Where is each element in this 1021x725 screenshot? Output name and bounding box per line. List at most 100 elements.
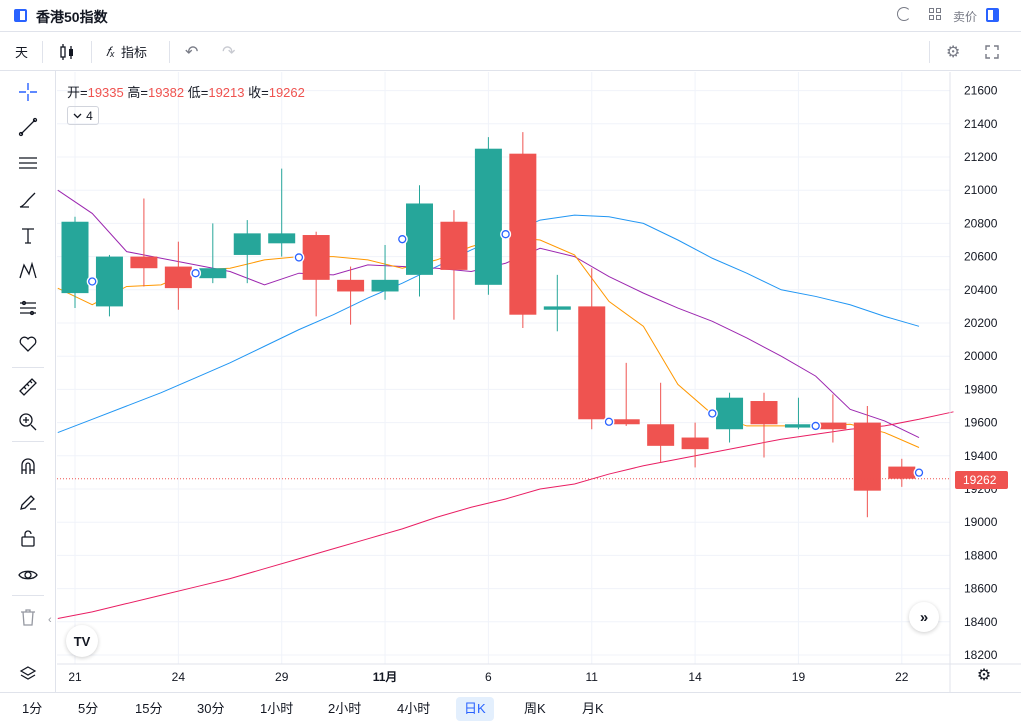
candle-body[interactable] (474, 148, 502, 285)
candle-body[interactable] (130, 256, 158, 269)
undo-icon[interactable]: ↶ (185, 43, 199, 61)
chevron-down-icon (73, 113, 82, 118)
layers-icon[interactable] (18, 665, 38, 685)
open-value: 19335 (87, 85, 124, 100)
y-tick-label: 20600 (964, 250, 998, 264)
last-price-badge: 19262 (955, 471, 1008, 489)
interval-button[interactable]: 天 (15, 45, 29, 60)
fullscreen-icon[interactable] (985, 33, 999, 70)
indicators-button[interactable]: 𝑓ₓ 指标 (106, 33, 147, 70)
candle-body[interactable] (61, 221, 89, 294)
candle-body[interactable] (819, 422, 847, 430)
candle-body[interactable] (337, 279, 365, 292)
unlock-icon[interactable] (16, 526, 40, 550)
candle-body[interactable] (440, 221, 468, 270)
candle-style-icon[interactable] (58, 33, 76, 70)
high-label: 高= (127, 85, 148, 100)
candle-body[interactable] (371, 279, 399, 292)
period-button[interactable]: 月K (582, 701, 604, 716)
ruler-icon[interactable] (16, 375, 40, 399)
candle-body[interactable] (509, 153, 537, 315)
candle-body[interactable] (784, 424, 812, 428)
collapse-toolbar-icon[interactable]: ‹ (48, 614, 52, 626)
candle-body[interactable] (302, 235, 330, 280)
period-button[interactable]: 周K (524, 701, 546, 716)
event-marker-ring (294, 253, 304, 262)
candle-body[interactable] (199, 268, 227, 279)
candle-body[interactable] (647, 424, 675, 446)
y-tick-label: 18800 (964, 548, 998, 562)
period-button[interactable]: 2小时 (328, 701, 362, 716)
ask-price-label[interactable]: 卖价 (953, 10, 978, 24)
scroll-to-realtime-button[interactable]: » (909, 602, 939, 632)
text-tool-icon[interactable] (16, 224, 40, 248)
y-tick-label: 19600 (964, 416, 998, 430)
y-tick-label: 19000 (964, 515, 998, 529)
period-button[interactable]: 4小时 (397, 701, 431, 716)
tradingview-logo[interactable]: TV (66, 625, 98, 657)
period-button[interactable]: 日K (456, 697, 494, 721)
y-tick-label: 21200 (964, 150, 998, 164)
open-label: 开= (67, 85, 88, 100)
toolbar-divider (929, 41, 930, 63)
candle-body[interactable] (268, 233, 296, 244)
measure-lines-icon[interactable] (16, 296, 40, 320)
high-value: 19382 (147, 85, 185, 100)
settings-gear-icon[interactable]: ⚙ (946, 43, 961, 61)
y-tick-label: 19400 (964, 449, 998, 463)
candle-body[interactable] (888, 466, 916, 479)
candle-body[interactable] (164, 266, 192, 289)
candle-body[interactable] (612, 419, 640, 425)
candle-body[interactable] (578, 306, 606, 420)
y-tick-label: 18200 (964, 648, 998, 662)
candle-body[interactable] (716, 397, 744, 430)
axis-settings-icon[interactable]: ⚙ (976, 667, 992, 684)
chart-toolbar: 天 𝑓ₓ 指标 ↶ ↷ ⚙ (0, 33, 1021, 71)
heart-icon[interactable] (16, 332, 40, 356)
crosshair-icon[interactable] (16, 80, 40, 104)
candle-body[interactable] (750, 401, 778, 425)
pattern-icon[interactable] (16, 259, 40, 283)
y-tick-label: 19800 (964, 382, 998, 396)
y-tick-label: 20400 (964, 283, 998, 297)
x-tick-label: 21 (68, 670, 82, 684)
brush-icon[interactable] (16, 188, 40, 212)
pencil-lock-icon[interactable] (16, 490, 40, 514)
candle-body[interactable] (95, 256, 123, 307)
trash-icon[interactable] (16, 605, 40, 629)
event-marker-ring (398, 235, 407, 244)
period-button[interactable]: 30分 (197, 701, 225, 716)
symbol-title: 香港50指数 (36, 9, 108, 25)
side-panel-icon[interactable] (986, 8, 999, 22)
refresh-icon[interactable] (897, 7, 911, 21)
period-button[interactable]: 1分 (22, 701, 43, 716)
candle-body[interactable] (233, 233, 261, 255)
candle-body[interactable] (681, 437, 709, 450)
zoom-in-icon[interactable] (16, 410, 40, 434)
eye-icon[interactable] (16, 563, 40, 587)
x-tick-label: 6 (485, 670, 492, 684)
event-marker-ring (811, 421, 820, 431)
indicators-toggle[interactable]: 4 (67, 106, 99, 125)
period-button[interactable]: 15分 (135, 701, 163, 716)
low-label: 低= (187, 85, 209, 100)
symbol-icon (14, 9, 27, 22)
close-label: 收= (248, 85, 269, 100)
trend-line-icon[interactable] (16, 115, 40, 139)
fx-icon: 𝑓ₓ (106, 43, 115, 59)
toolbar-divider (12, 595, 44, 596)
candle-body[interactable] (406, 203, 433, 275)
period-button[interactable]: 1小时 (260, 701, 294, 716)
layout-grid-icon[interactable] (929, 8, 942, 21)
redo-icon[interactable]: ↷ (222, 43, 236, 61)
x-tick-label: 11 (586, 670, 599, 684)
candle-body[interactable] (543, 306, 571, 310)
horizontal-lines-icon[interactable] (16, 151, 40, 175)
magnet-icon[interactable] (16, 454, 40, 478)
period-button[interactable]: 5分 (78, 701, 99, 716)
candle-body[interactable] (853, 422, 881, 491)
toolbar-divider (91, 41, 92, 63)
event-marker-ring (708, 409, 717, 418)
